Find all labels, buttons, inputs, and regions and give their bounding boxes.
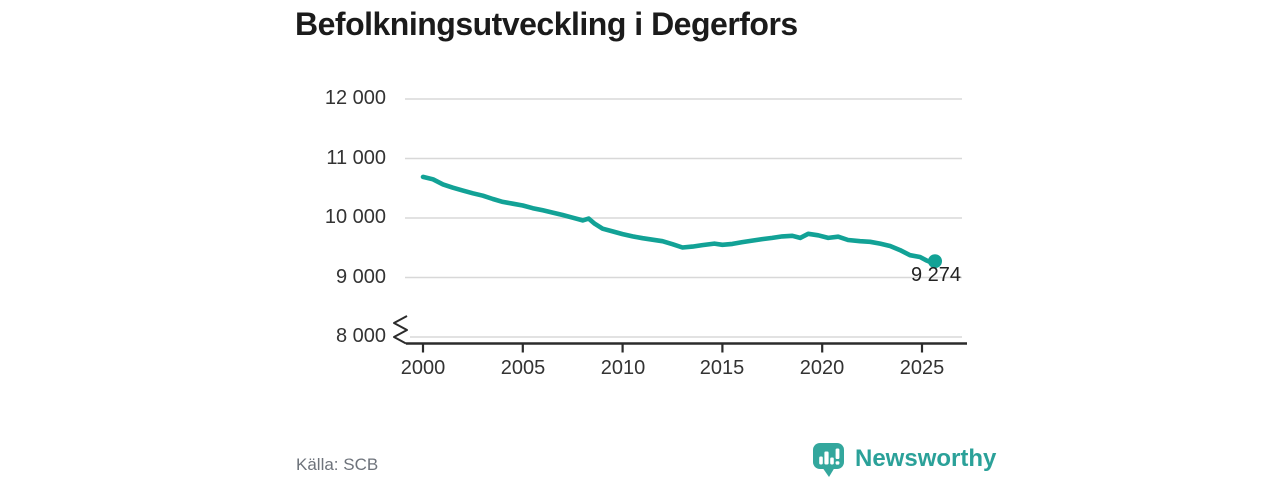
end-point-dot [928,254,942,269]
y-axis-tick-label: 8 000 [335,325,386,347]
chart-title: Befolkningsutveckling i Degerfors [295,6,798,42]
brand-name: Newsworthy [855,445,997,472]
last-value-label: 9 274 [910,264,961,286]
axis-break-icon [393,315,408,345]
x-axis-tick-label: 2015 [699,357,745,379]
x-axis-tick-label: 2020 [799,357,845,379]
population-line-series [420,174,938,265]
newsworthy-bubble-chart-icon [813,443,844,477]
x-axis-tick-label: 2000 [400,357,446,379]
newsworthy-logo: Newsworthy [812,442,996,478]
source-note: Källa: SCB [296,455,379,474]
x-axis-tick-label: 2005 [500,357,546,379]
x-axis-tick-label: 2025 [899,357,945,379]
y-axis-tick-label: 12 000 [324,87,386,109]
y-axis-tick-label: 11 000 [326,147,386,169]
x-axis-tick-label: 2010 [600,357,646,379]
y-axis-tick-label: 9 000 [335,266,386,288]
y-axis-tick-label: 10 000 [324,206,386,228]
